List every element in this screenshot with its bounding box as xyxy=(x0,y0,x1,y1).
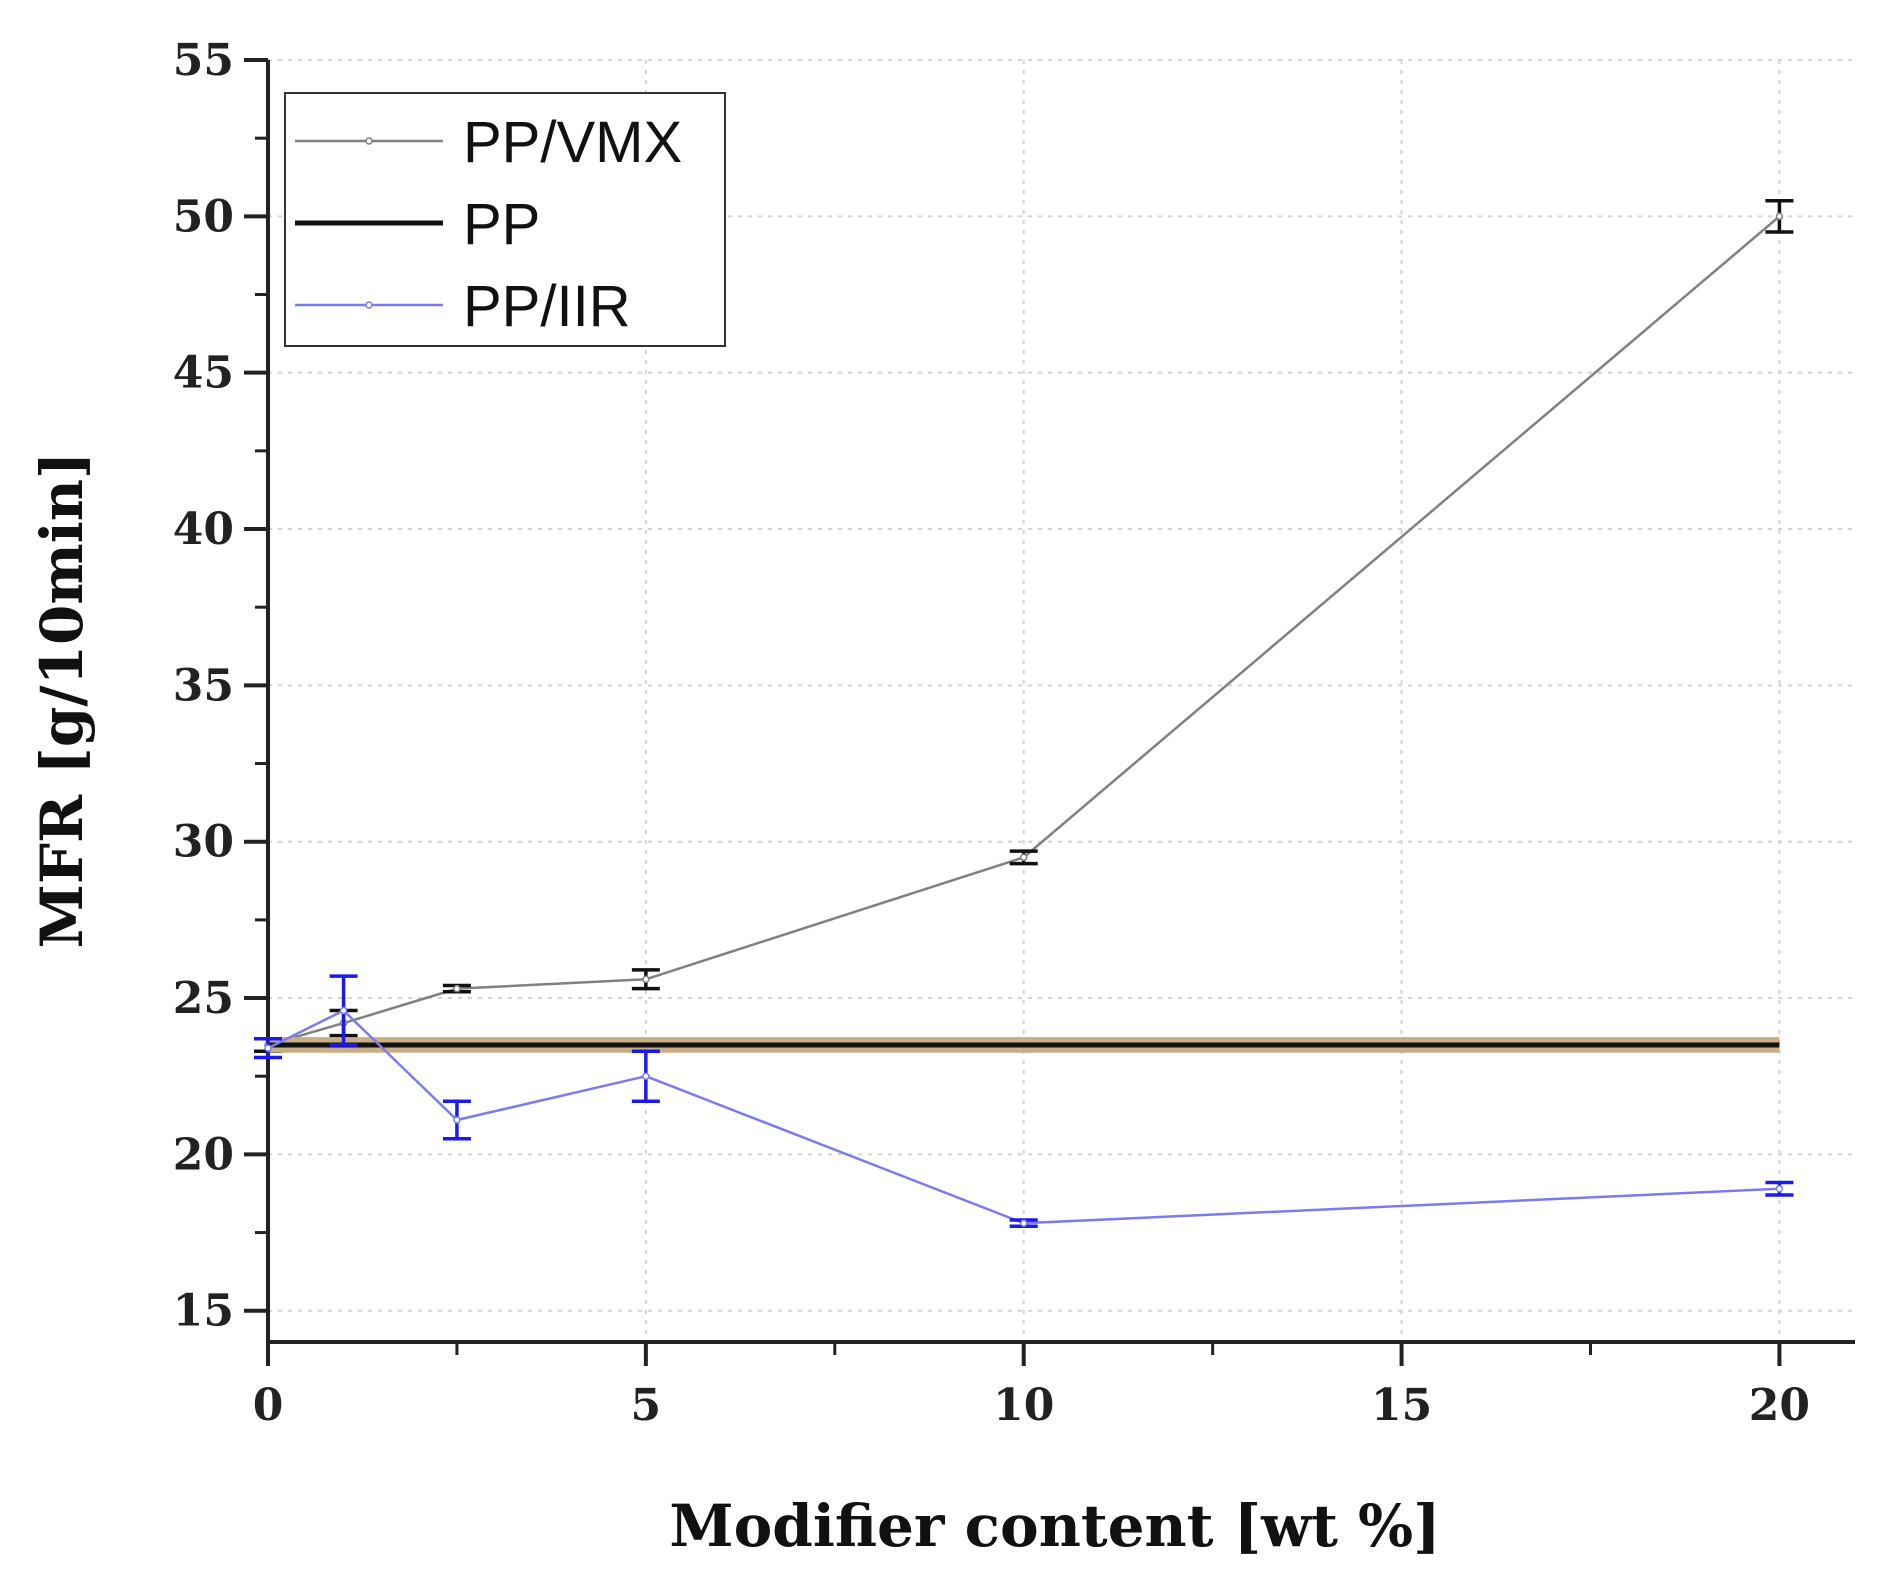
pp-vmx-point xyxy=(1019,853,1028,862)
x-tick-label: 20 xyxy=(1749,1380,1810,1431)
x-tick-label: 0 xyxy=(253,1380,284,1431)
axes: 15 20 25 30 35 40 45 50 55 0 5 10 15 20 xyxy=(173,35,1855,1431)
legend: PP/VMX PP PP/IIR xyxy=(284,92,726,347)
legend-label-pp-vmx: PP/VMX xyxy=(463,110,682,175)
legend-marker-pp-iir xyxy=(365,301,373,309)
x-axis-title: Modifier content [wt %] xyxy=(669,1492,1440,1560)
pp-iir-point xyxy=(1019,1219,1028,1227)
y-tick-label: 30 xyxy=(173,817,234,868)
gridlines xyxy=(268,59,1855,1342)
y-tick-label: 50 xyxy=(173,191,234,242)
pp-iir-line xyxy=(267,1009,1780,1225)
y-tick-label: 40 xyxy=(173,504,234,555)
pp-vmx-point xyxy=(1775,212,1784,221)
series xyxy=(254,198,1794,1229)
y-axis-title: MFR [g/10min] xyxy=(28,452,96,949)
x-tick-label: 5 xyxy=(631,1380,662,1431)
legend-label-pp-iir: PP/IIR xyxy=(463,274,631,339)
pp-iir-point xyxy=(339,1006,348,1015)
pp-iir-point xyxy=(453,1116,461,1124)
y-tick-label: 45 xyxy=(173,348,234,399)
y-tick-label: 15 xyxy=(173,1286,234,1337)
legend-marker-pp-vmx xyxy=(365,137,373,145)
pp-iir-point xyxy=(264,1044,272,1052)
x-tick-label: 15 xyxy=(1371,1380,1432,1431)
y-tick-label: 25 xyxy=(173,973,234,1024)
legend-label-pp: PP xyxy=(463,192,540,257)
pp-iir-point xyxy=(1775,1185,1784,1193)
pp-vmx-point xyxy=(642,975,650,984)
y-tick-label: 55 xyxy=(173,35,234,86)
y-tick-label: 20 xyxy=(173,1129,234,1180)
y-tick-label: 35 xyxy=(173,660,234,711)
pp-iir-point xyxy=(642,1072,650,1080)
pp-vmx-line xyxy=(267,215,1781,1047)
pp-vmx-point xyxy=(453,984,461,993)
x-tick-label: 10 xyxy=(993,1380,1054,1431)
